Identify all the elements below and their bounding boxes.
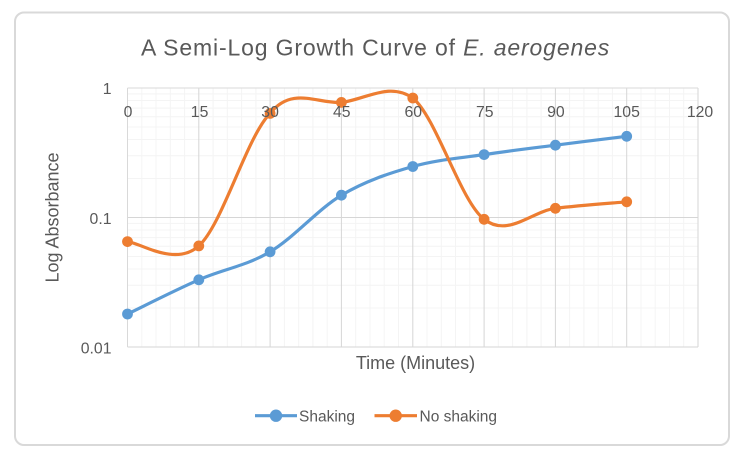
svg-text:15: 15 <box>191 104 209 121</box>
svg-text:90: 90 <box>547 104 565 121</box>
svg-text:Time (Minutes): Time (Minutes) <box>356 353 475 373</box>
svg-text:Log Absorbance: Log Absorbance <box>43 152 63 282</box>
svg-text:45: 45 <box>333 104 351 121</box>
svg-text:Shaking: Shaking <box>299 408 355 425</box>
svg-text:1: 1 <box>103 81 112 98</box>
svg-text:0.01: 0.01 <box>81 340 112 357</box>
svg-text:A Semi-Log Growth Curve of E.: A Semi-Log Growth Curve of E. aerogenes <box>141 35 610 61</box>
svg-text:105: 105 <box>614 104 641 121</box>
svg-text:0: 0 <box>124 104 133 121</box>
svg-text:75: 75 <box>476 104 494 121</box>
svg-text:30: 30 <box>261 104 279 121</box>
svg-text:60: 60 <box>405 104 423 121</box>
svg-text:0.1: 0.1 <box>90 211 112 228</box>
svg-text:120: 120 <box>687 104 714 121</box>
svg-text:No shaking: No shaking <box>420 408 498 425</box>
